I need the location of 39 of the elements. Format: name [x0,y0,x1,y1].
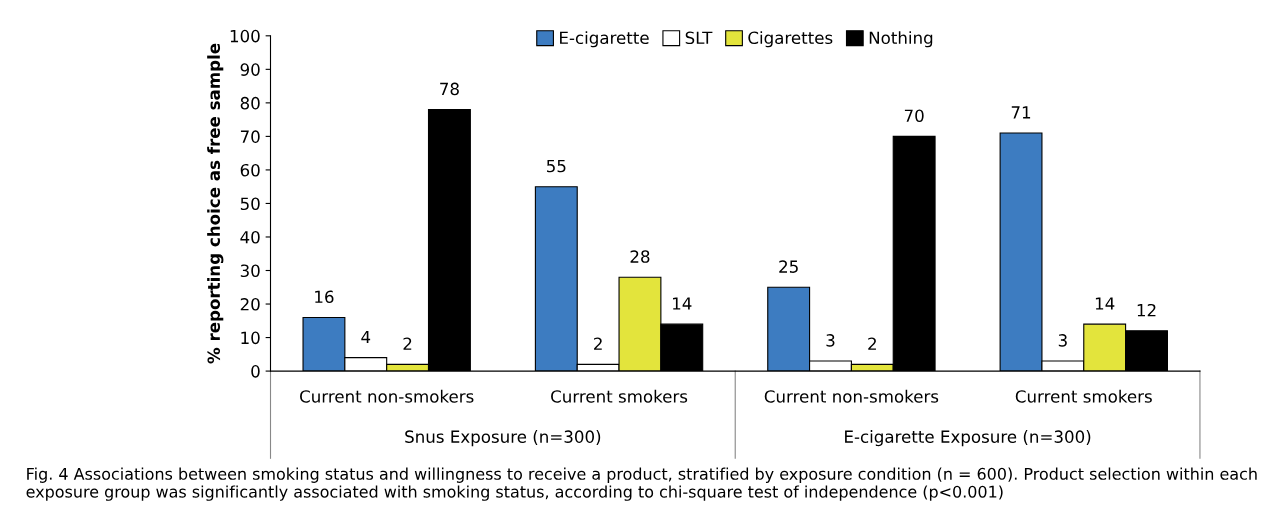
data-label: 70 [904,109,924,123]
data-label: 14 [673,297,692,310]
x-tick-label: Current smokers [551,389,688,403]
data-label: 12 [1137,303,1156,317]
y-tick-label: 40 [240,230,260,244]
data-label: 55 [546,159,566,173]
x-tick-label: Current non-smokers [764,389,939,403]
data-label: 71 [1011,106,1031,119]
y-tick-label: 70 [240,130,260,143]
data-label: 3 [826,334,835,347]
data-label: 3 [1058,334,1067,347]
y-tick-label: 0 [251,365,260,378]
data-label: 2 [403,337,412,350]
caption: Fig. 4 Associations between smoking status and willingness to receive a product, stratified by exposure condition (n = 600). Product selection within each exposure group was significantly associated with smoking status, according to chi-square test of independence (p<0.001) [26,467,1257,501]
y-tick-label: 10 [241,331,260,345]
x-tick-label: Current smokers [1015,389,1152,403]
legend-label: E-cigarette [560,31,649,48]
legend-label: SLT [685,31,713,45]
legend-label: Cigarettes [748,31,833,48]
text: E-cigarette Exposure (n=300) [845,430,1091,447]
data-label: 2 [594,337,602,350]
text: Snus Exposure (n=300) [405,430,601,447]
y-tick-label: 100 [230,29,260,43]
y-tick-label: 80 [240,96,260,110]
data-label: 16 [315,290,334,304]
y-axis-title: % reporting choice as free sample [207,43,224,364]
data-label: 28 [630,250,650,263]
legend-label: Nothing [869,31,933,48]
data-label: 2 [868,337,876,350]
y-tick-label: 50 [240,197,260,211]
y-tick-label: 60 [240,163,260,177]
data-label: 14 [1095,297,1115,310]
y-tick-label: 90 [240,63,260,76]
x-tick-label: Current non-smokers [300,389,474,403]
y-tick-label: 30 [240,264,260,278]
data-label: 25 [779,260,798,273]
data-label: 78 [440,82,459,96]
data-label: 4 [361,330,371,344]
y-tick-label: 20 [240,297,260,311]
